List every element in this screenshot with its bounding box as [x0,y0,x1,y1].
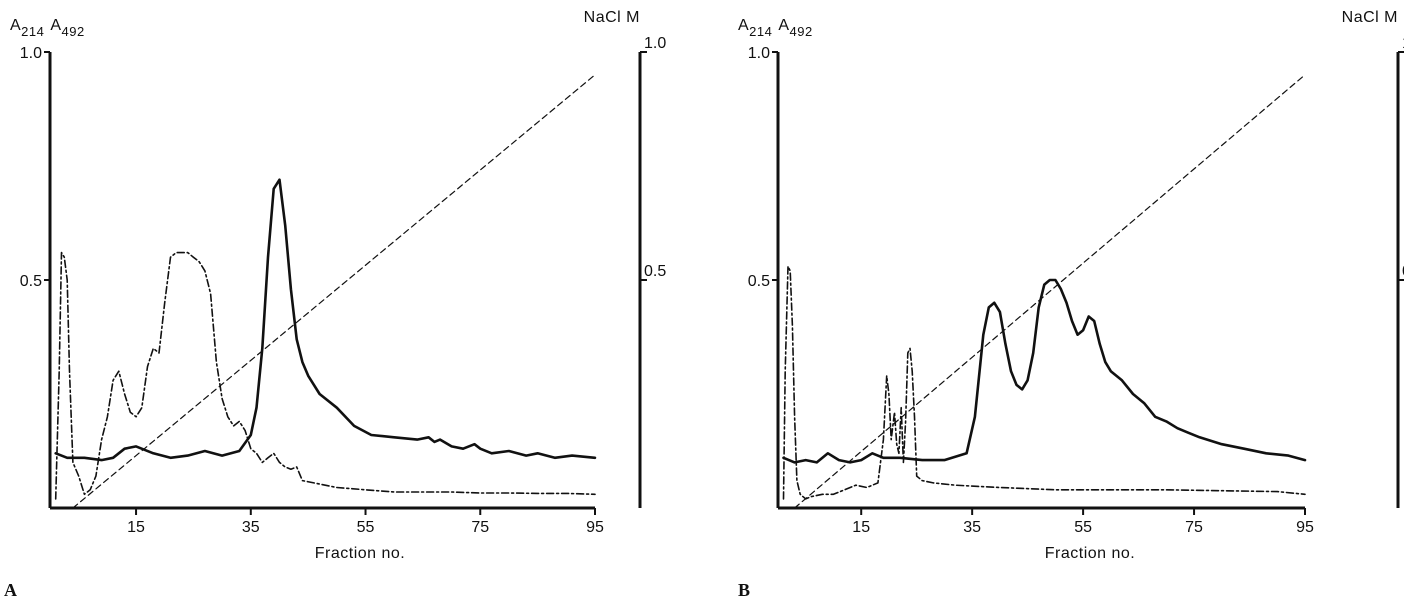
x-tick-label: 15 [127,519,145,536]
left-axis-label: A214 A492 [10,17,85,39]
right-y-tick-label: 1.0 [644,35,666,52]
y-tick-label: 1.0 [748,45,770,62]
series-layer [54,74,597,509]
series-line-dashed [793,74,1306,509]
ticks: 15 35 55 75 95 0.5 1.0 0.5 1.0 [748,35,1404,536]
x-axis-label: Fraction no. [1045,545,1135,562]
x-tick-label: 35 [963,519,981,536]
x-tick-label: 75 [471,519,489,536]
series-line-dash-dot [54,251,596,500]
panel-label: B [738,580,750,600]
x-tick-label: 55 [1074,519,1092,536]
chart-panel-b: A214 A492 NaCl M Fraction no. B 15 35 55 75 9… [738,9,1404,600]
panel-label: A [4,580,17,600]
x-axis-label: Fraction no. [315,545,405,562]
x-tick-label: 95 [1296,519,1314,536]
right-y-tick-label: 0.5 [644,263,666,280]
series-line-solid [782,278,1307,464]
series-line-dash-dot [782,265,1306,500]
left-axis-label: A214 A492 [738,17,813,39]
x-tick-label: 15 [852,519,870,536]
right-axis-label: NaCl M [584,9,640,26]
series-line-dashed [72,74,596,509]
right-y-tick-label: 0.5 [1402,263,1404,280]
x-tick-label: 35 [242,519,260,536]
axes [48,52,642,510]
right-axis-label: NaCl M [1342,9,1398,26]
chart-panel-a: A214 A492 NaCl M Fraction no. A 15 35 55 75 9… [4,9,666,600]
x-tick-label: 95 [586,519,604,536]
x-tick-label: 55 [357,519,375,536]
series-layer [782,74,1307,509]
y-tick-label: 0.5 [748,273,770,290]
axes [776,52,1400,510]
right-y-tick-label: 1.0 [1402,35,1404,52]
y-tick-label: 0.5 [20,273,42,290]
ticks: 15 35 55 75 95 0.5 1.0 0.5 1.0 [20,35,667,536]
series-line-solid [54,178,597,462]
y-tick-label: 1.0 [20,45,42,62]
x-tick-label: 75 [1185,519,1203,536]
